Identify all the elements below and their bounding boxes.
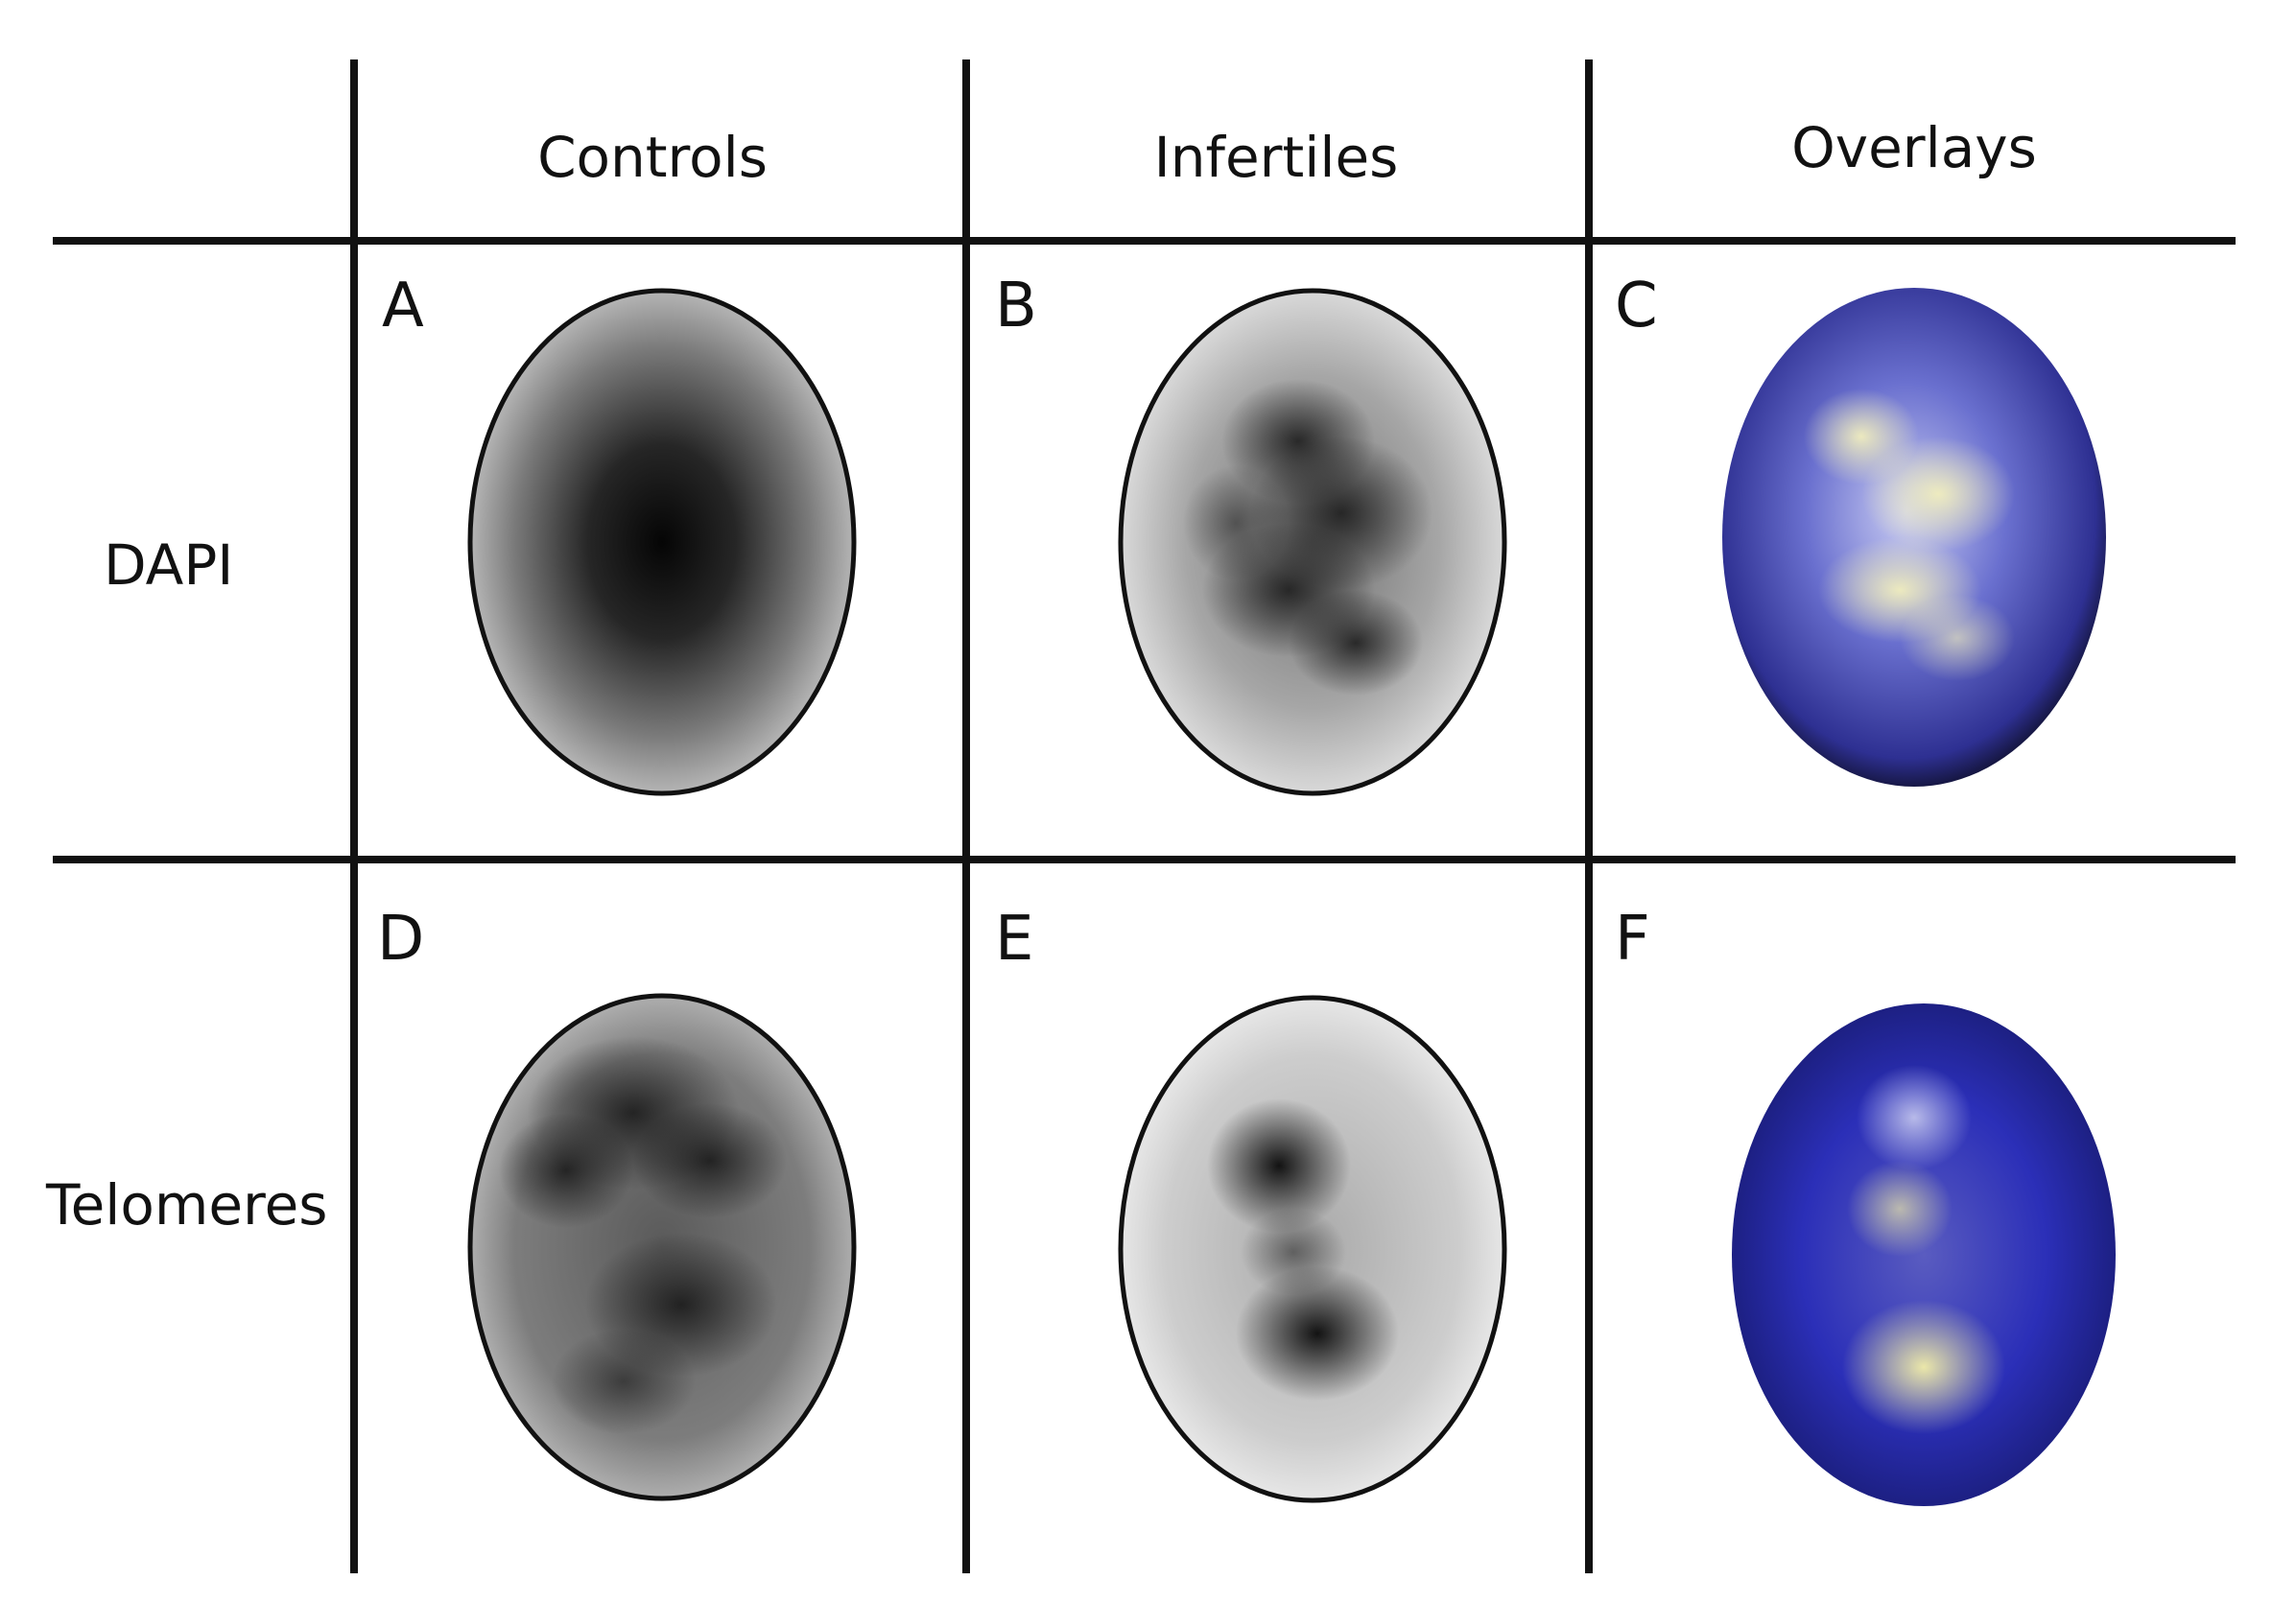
column-header-controls: Controls <box>537 125 768 190</box>
panel-a-nucleus-image <box>451 273 873 811</box>
grid-line-vertical-1 <box>350 59 358 1573</box>
grid-line-vertical-2 <box>962 59 970 1573</box>
panel-letter-a: A <box>382 271 424 342</box>
panel-letter-f: F <box>1615 904 1650 975</box>
column-header-overlays: Overlays <box>1791 115 2037 180</box>
row-label-dapi: DAPI <box>104 532 234 598</box>
column-header-infertiles: Infertiles <box>1153 125 1399 190</box>
grid-line-vertical-3 <box>1585 59 1593 1573</box>
panel-letter-e: E <box>995 904 1034 975</box>
panel-letter-c: C <box>1615 271 1658 342</box>
panel-letter-b: B <box>995 271 1037 342</box>
row-label-telomeres: Telomeres <box>46 1172 328 1238</box>
panel-e-nucleus-image <box>1101 979 1524 1521</box>
panel-c-nucleus-image <box>1708 273 2130 801</box>
grid-line-horizontal-1 <box>53 237 2236 245</box>
panel-b-nucleus-image <box>1101 273 1524 811</box>
grid-line-horizontal-2 <box>53 856 2236 863</box>
panel-d-nucleus-image <box>451 979 873 1516</box>
panel-f-nucleus-image <box>1717 988 2140 1525</box>
panel-letter-d: D <box>377 904 425 975</box>
